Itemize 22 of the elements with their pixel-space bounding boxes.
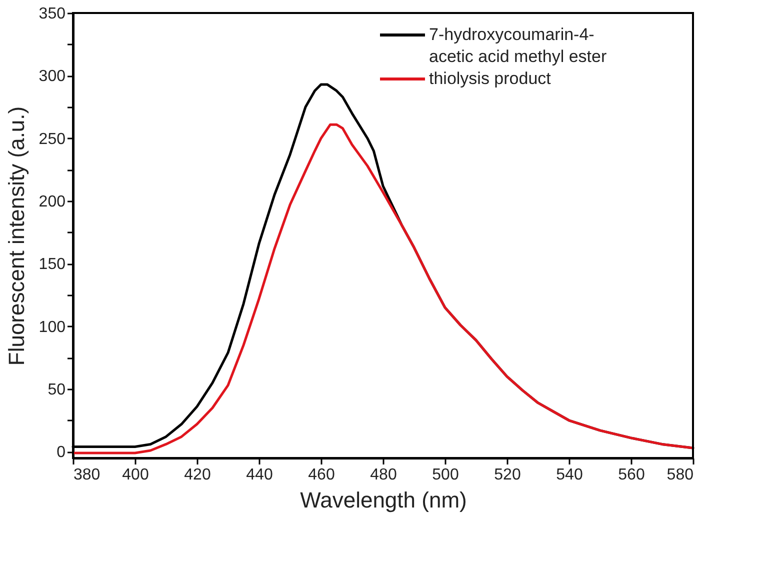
x-tick-label: 520 [494, 466, 521, 484]
legend-label: thiolysis product [429, 69, 552, 88]
x-axis-title: Wavelength (nm) [300, 488, 467, 512]
x-tick-label: 580 [666, 466, 694, 484]
y-tick-label: 350 [38, 6, 66, 22]
y-tick-label: 0 [56, 444, 66, 462]
y-axis-title: Fluorescent intensity (a.u.) [4, 106, 29, 366]
x-tick-label: 460 [308, 466, 335, 484]
x-tick-label: 440 [246, 466, 273, 484]
y-tick-label: 150 [38, 256, 66, 274]
y-tick-label: 250 [38, 130, 66, 148]
x-tick-label: 480 [370, 466, 397, 484]
y-tick-label: 100 [38, 318, 66, 336]
x-tick-label: 540 [556, 466, 583, 484]
y-tick-label: 200 [38, 194, 66, 211]
x-tick-label: 560 [618, 466, 645, 484]
y-tick-label: 50 [48, 382, 66, 399]
x-tick-label: 380 [74, 466, 100, 484]
y-tick-label: 300 [38, 68, 66, 86]
x-tick-label: 400 [122, 466, 149, 484]
x-tick-label: 500 [432, 466, 459, 484]
x-tick-label: 420 [184, 466, 211, 484]
